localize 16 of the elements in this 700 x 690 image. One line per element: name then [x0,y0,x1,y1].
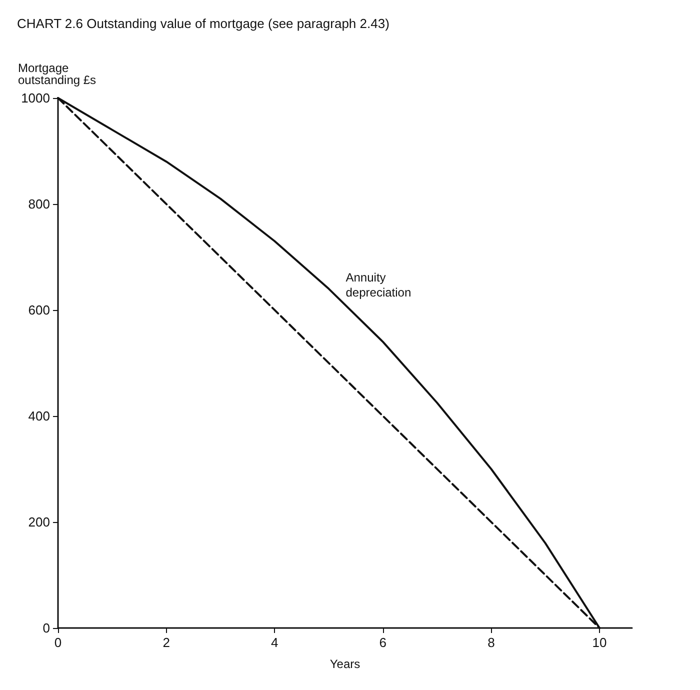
x-tick-label: 8 [488,635,495,650]
x-tick-label: 0 [54,635,62,650]
x-axis-title: Years [330,657,360,671]
y-tick-label: 600 [28,302,50,318]
y-tick-label: 1000 [21,90,50,106]
y-tick-label: 0 [42,620,50,636]
series-label: Annuity depreciation [346,270,412,300]
y-tick-label: 400 [28,408,50,424]
x-tick-label: 10 [592,635,607,650]
y-tick-label: 800 [28,196,50,212]
x-tick-label: 4 [270,635,278,650]
y-axis-title: Mortgage outstanding £s [18,61,96,87]
x-tick-label: 2 [162,635,170,650]
y-tick-label: 200 [28,514,50,530]
chart-title: CHART 2.6 Outstanding value of mortgage (see paragraph 2.43) [17,16,390,31]
x-tick-label: 6 [379,635,387,650]
